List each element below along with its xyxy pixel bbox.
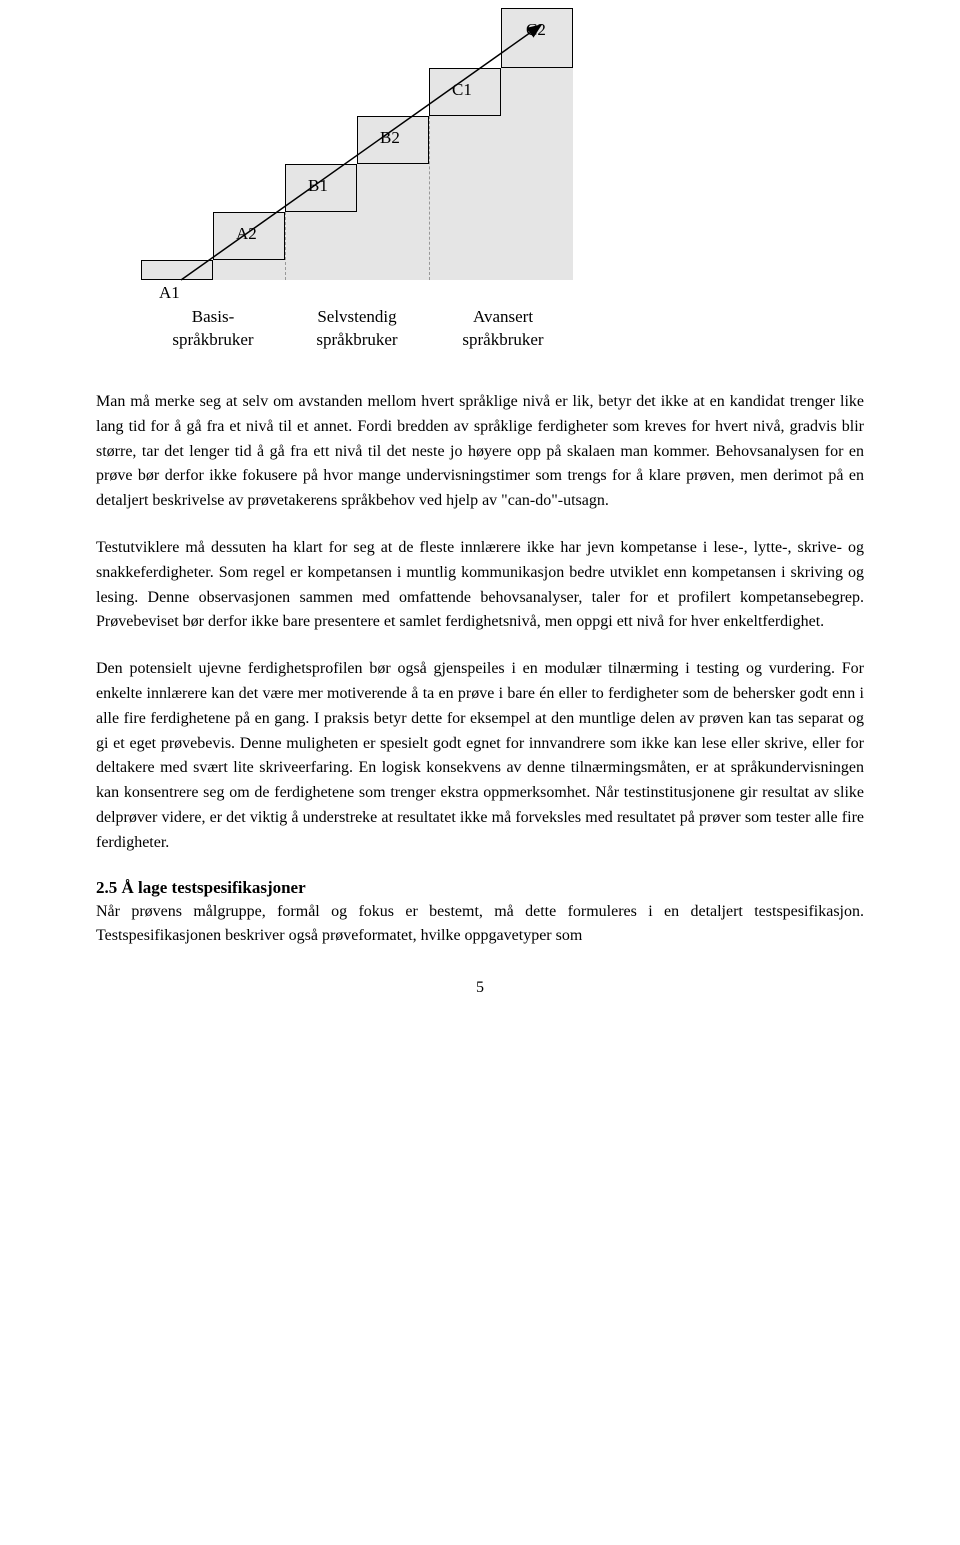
category-avansert-line2: språkbruker — [462, 330, 543, 349]
category-selvstendig-line1: Selvstendig — [317, 307, 396, 326]
paragraph-4: Når prøvens målgruppe, formål og fokus e… — [96, 900, 864, 950]
divider-selvstendig-avansert — [429, 116, 430, 280]
category-selvstendig: Selvstendig språkbruker — [291, 306, 423, 352]
level-label-a2: A2 — [236, 224, 257, 244]
level-label-b2: B2 — [380, 128, 400, 148]
paragraph-3: Den potensielt ujevne ferdighetsprofilen… — [96, 657, 864, 855]
page-number: 5 — [96, 979, 864, 997]
category-basis-line2: språkbruker — [172, 330, 253, 349]
level-label-b1: B1 — [308, 176, 328, 196]
level-label-c1: C1 — [452, 80, 472, 100]
category-basis: Basis- språkbruker — [151, 306, 275, 352]
paragraph-2: Testutviklere må dessuten ha klart for s… — [96, 536, 864, 635]
level-label-a1: A1 — [159, 283, 180, 303]
step-box-a1 — [141, 260, 213, 280]
cefr-staircase-diagram: A1 A2 B1 B2 C1 C2 Basis- språkbruker Sel… — [141, 0, 611, 360]
section-2-5: 2.5 Å lage testspesifikasjoner Når prøve… — [96, 878, 864, 950]
category-avansert: Avansert språkbruker — [441, 306, 565, 352]
level-label-c2: C2 — [526, 20, 546, 40]
divider-basis-selvstendig — [285, 212, 286, 280]
category-avansert-line1: Avansert — [473, 307, 533, 326]
paragraph-1: Man må merke seg at selv om avstanden me… — [96, 390, 864, 514]
section-heading-2-5: 2.5 Å lage testspesifikasjoner — [96, 878, 864, 898]
category-basis-line1: Basis- — [192, 307, 235, 326]
category-selvstendig-line2: språkbruker — [316, 330, 397, 349]
